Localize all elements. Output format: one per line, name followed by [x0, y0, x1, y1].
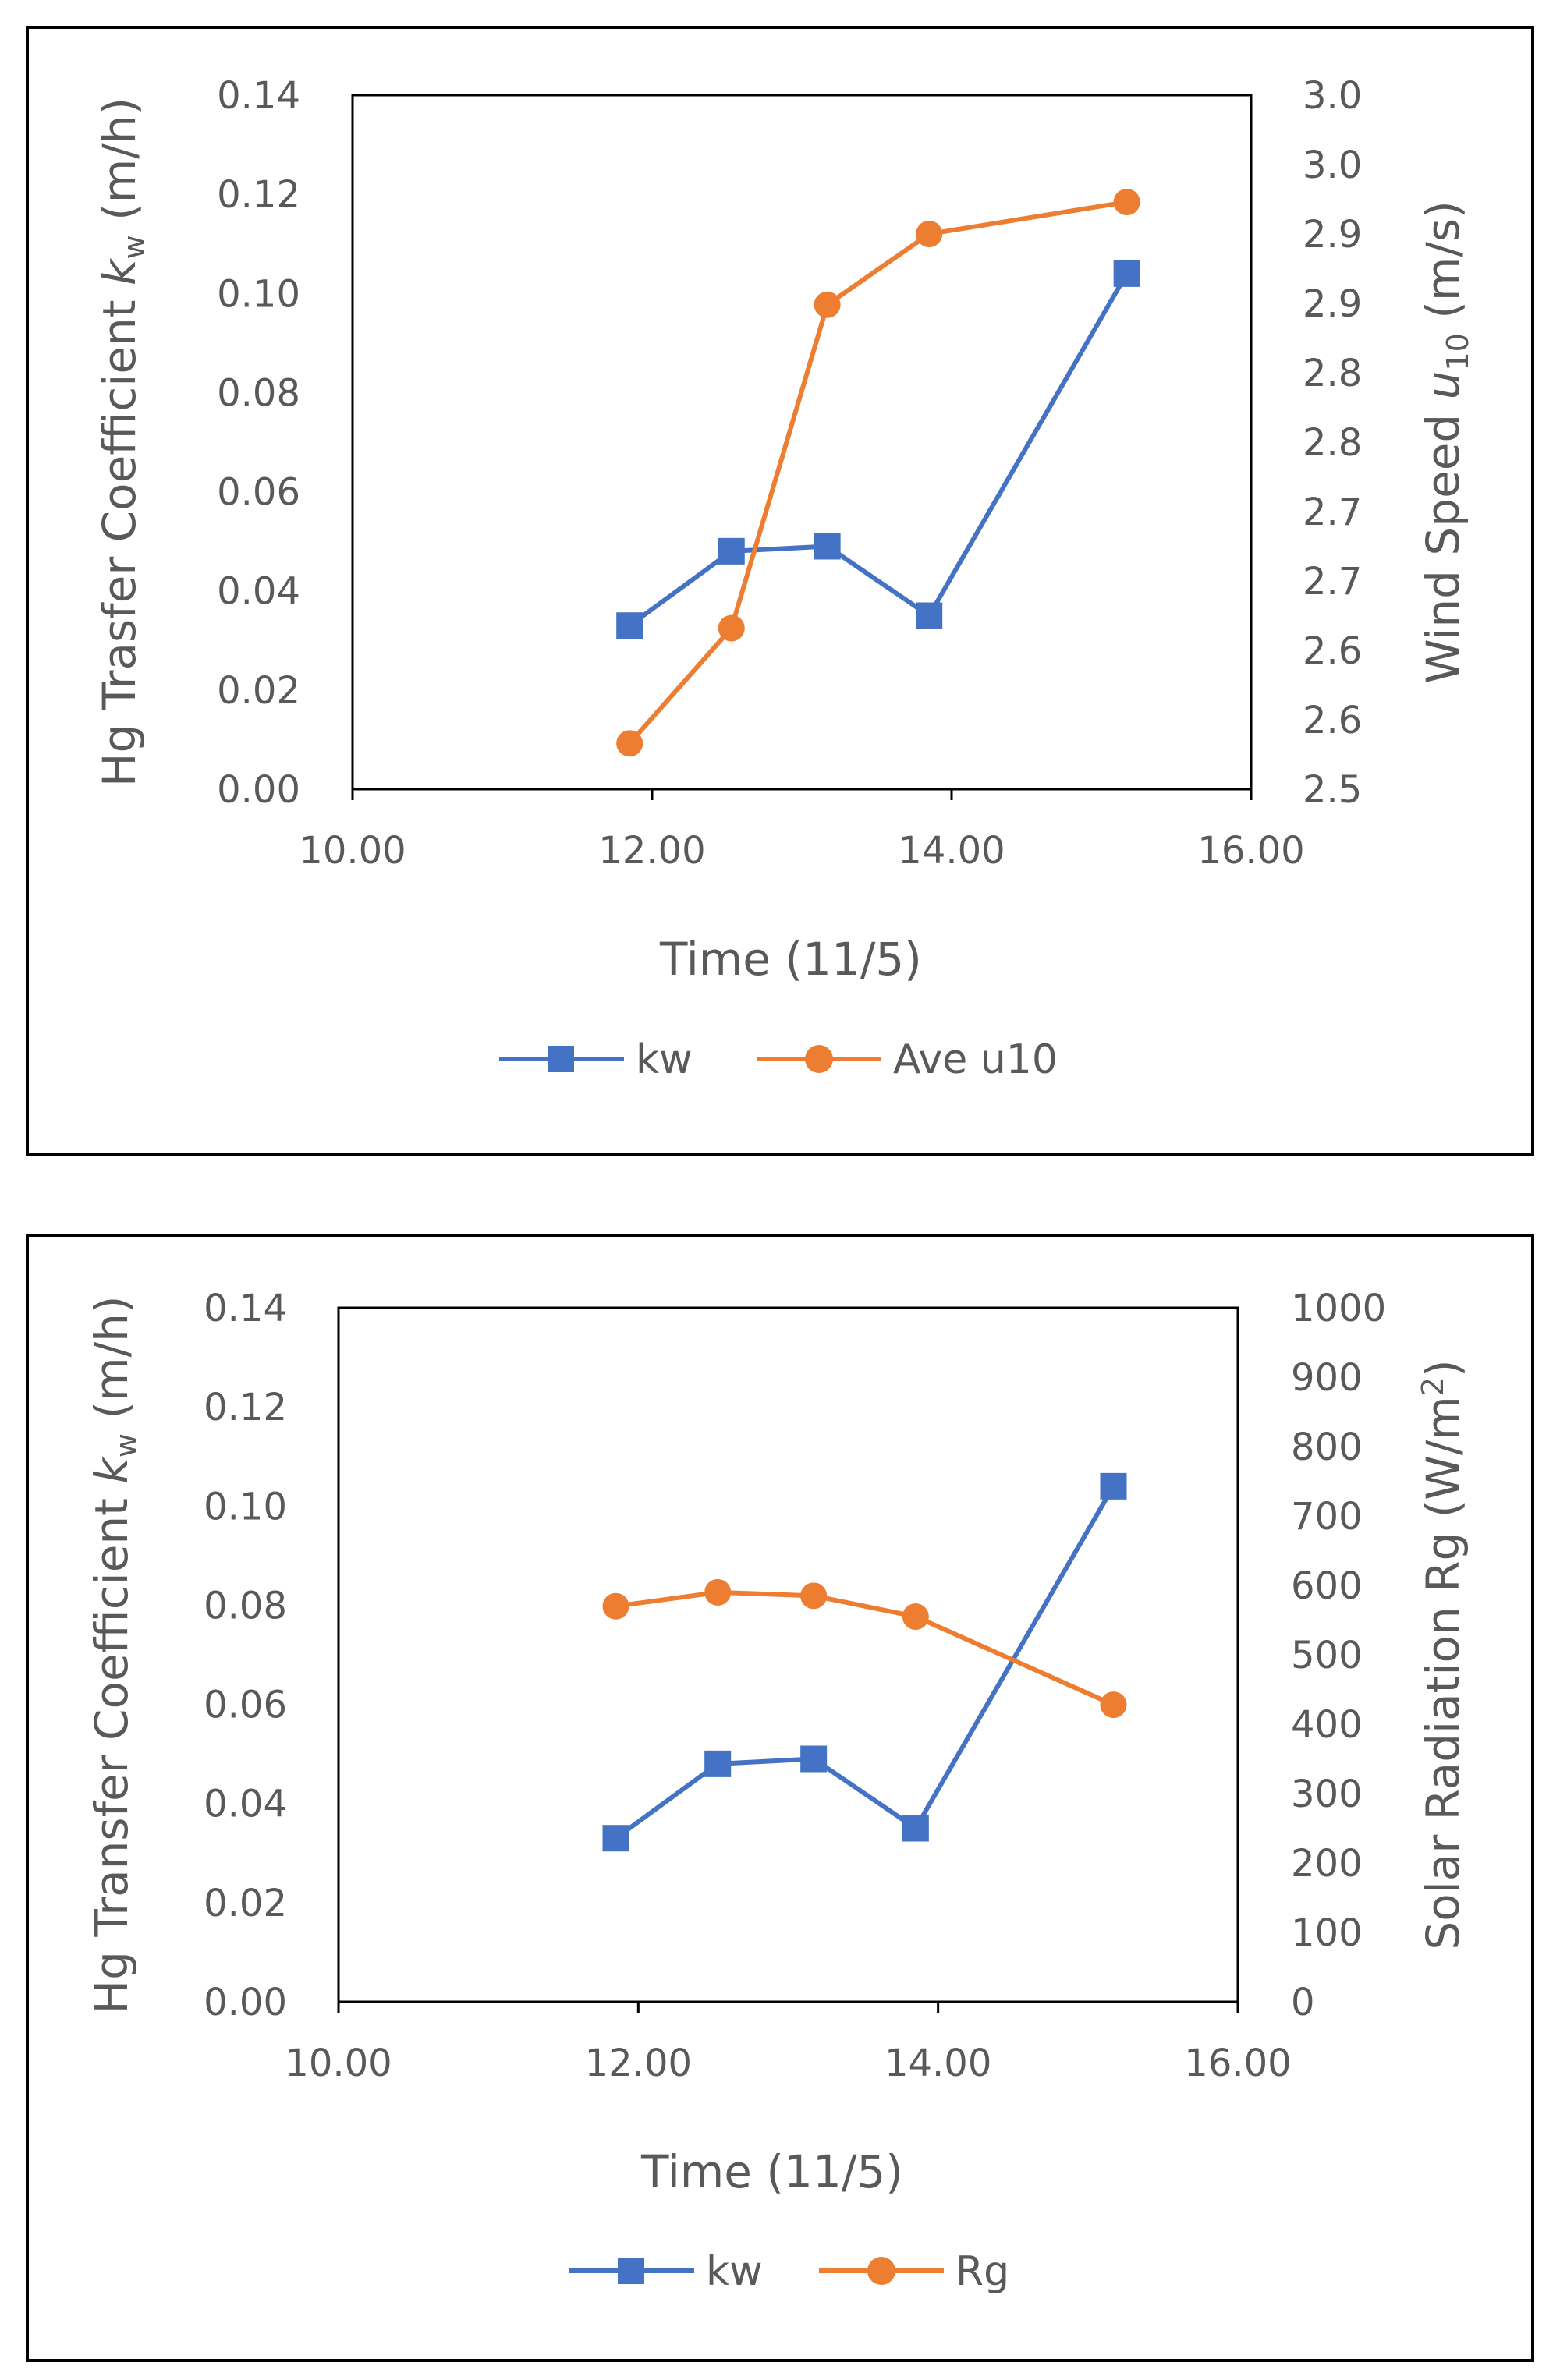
right-y-tick-label: 1000: [1291, 1287, 1386, 1330]
chart-1-plot-area: [351, 94, 1253, 791]
left-y-tick-label: 0.14: [204, 1287, 287, 1330]
point-rg-2: [800, 1582, 828, 1610]
point-rg-1: [704, 1578, 732, 1606]
left-y-tick-label: 0.00: [204, 1981, 287, 2024]
right-y-tick-label: 0: [1291, 1981, 1315, 2024]
chart-2-right-y-ticks: 0 100 200 300 400 500 600 700 800 900 1000: [1291, 1287, 1386, 2024]
right-y-tick-label: 900: [1291, 1356, 1363, 1400]
legend-kw-label: kw: [706, 2248, 763, 2295]
right-y-tick-label: 2.5: [1303, 768, 1362, 812]
left-y-tick-label: 0.12: [217, 173, 300, 217]
point-kw-1: [718, 537, 745, 565]
right-y-tick-label: 2.7: [1303, 491, 1362, 534]
legend-kw-marker: [618, 2258, 644, 2284]
chart-2-x-ticks: 10.00 12.00 14.00 16.00: [285, 2002, 1292, 2085]
x-tick-label: 14.00: [898, 829, 1005, 873]
x-tick-label: 16.00: [1197, 829, 1304, 873]
left-y-tick-label: 0.10: [204, 1485, 287, 1528]
chart-1-left-y-axis-title: Hg Trasfer Coefficient kw (m/h): [93, 97, 151, 787]
left-y-tick-label: 0.06: [204, 1684, 287, 1727]
right-y-tick-label: 2.8: [1303, 352, 1362, 395]
left-y-tick-label: 0.06: [217, 471, 300, 515]
chart-1-series: [616, 189, 1140, 757]
point-kw-4: [1113, 260, 1140, 287]
series-line-rg: [615, 1589, 1115, 1707]
legend-kw-marker: [548, 1046, 574, 1072]
chart-1-right-y-axis-title: Wind Speed u10 (m/s): [1416, 200, 1475, 684]
point-rg-0: [602, 1592, 629, 1620]
right-y-tick-label: 700: [1291, 1495, 1363, 1539]
right-y-tick-label: 300: [1291, 1773, 1363, 1816]
legend-rg-label: Rg: [956, 2248, 1009, 2295]
left-y-tick-label: 0.08: [217, 371, 300, 415]
chart-1-frame: [26, 26, 1534, 1156]
right-y-tick-label: 2.7: [1303, 560, 1362, 604]
chart-2-series: [602, 1472, 1127, 1852]
point-kw-1: [704, 1750, 732, 1777]
point-kw-0: [602, 1825, 629, 1852]
right-y-tick-label: 2.6: [1303, 629, 1362, 673]
x-tick-label: 12.00: [598, 829, 705, 873]
point-rg-3: [902, 1603, 929, 1631]
point-ave-u10-4: [1113, 189, 1140, 216]
point-rg-4: [1100, 1691, 1127, 1719]
legend-u10-marker: [805, 1045, 833, 1073]
left-y-tick-label: 0.04: [217, 570, 300, 614]
series-line-kw: [628, 272, 1129, 628]
chart-2-legend: kw Rg: [569, 2248, 1009, 2295]
point-ave-u10-0: [616, 730, 644, 757]
x-tick-label: 12.00: [585, 2042, 692, 2085]
left-y-tick-label: 0.02: [204, 1882, 287, 1925]
point-kw-4: [1100, 1472, 1127, 1500]
x-tick-label: 10.00: [299, 829, 406, 873]
chart-2-right-y-axis-title: Solar Radiation Rg (W/m2): [1416, 1359, 1470, 1950]
point-kw-0: [616, 612, 644, 639]
right-y-tick-label: 2.9: [1303, 282, 1362, 326]
right-y-tick-label: 400: [1291, 1703, 1363, 1747]
right-y-tick-label: 200: [1291, 1842, 1363, 1886]
chart-1-x-axis-title: Time (11/5): [659, 933, 922, 986]
left-y-tick-label: 0.12: [204, 1386, 287, 1429]
x-tick-label: 16.00: [1184, 2042, 1291, 2085]
chart-2-frame: [26, 1234, 1534, 2362]
chart-1-legend: kw Ave u10: [499, 1036, 1058, 1083]
left-y-tick-label: 0.08: [204, 1584, 287, 1627]
point-kw-3: [916, 602, 943, 629]
legend-kw-label: kw: [636, 1036, 693, 1083]
left-y-tick-label: 0.04: [204, 1783, 287, 1826]
point-ave-u10-3: [916, 221, 943, 247]
right-y-tick-label: 800: [1291, 1426, 1363, 1469]
point-kw-2: [814, 533, 841, 560]
right-y-tick-label: 500: [1291, 1634, 1363, 1677]
right-y-tick-label: 2.8: [1303, 421, 1362, 465]
left-y-tick-label: 0.00: [217, 768, 300, 812]
series-line-ave-u10: [627, 200, 1128, 746]
right-y-tick-label: 3.0: [1303, 74, 1362, 118]
left-y-tick-label: 0.02: [217, 669, 300, 713]
chart-2-x-axis-title: Time (11/5): [640, 2145, 903, 2198]
left-y-tick-label: 0.10: [217, 272, 300, 316]
point-kw-2: [800, 1745, 828, 1773]
right-y-tick-label: 100: [1291, 1911, 1363, 1955]
x-tick-label: 10.00: [285, 2042, 392, 2085]
point-ave-u10-2: [814, 291, 841, 318]
series-line-kw: [614, 1485, 1116, 1840]
chart-1-left-y-ticks: 0.00 0.02 0.04 0.06 0.08 0.10 0.12 0.14: [217, 74, 300, 812]
right-y-tick-label: 600: [1291, 1564, 1363, 1608]
x-tick-label: 14.00: [885, 2042, 991, 2085]
point-kw-3: [902, 1815, 929, 1842]
left-y-tick-label: 0.14: [217, 74, 300, 118]
right-y-tick-label: 3.0: [1303, 143, 1362, 187]
right-y-tick-label: 2.9: [1303, 213, 1362, 257]
legend-u10-label: Ave u10: [893, 1036, 1058, 1083]
legend-rg-marker: [867, 2257, 895, 2285]
chart-1-right-y-ticks: 2.5 2.6 2.6 2.7 2.7 2.8 2.8 2.9 2.9 3.0 3.0: [1303, 74, 1362, 812]
chart-1-x-ticks: 10.00 12.00 14.00 16.00: [299, 789, 1305, 873]
chart-2-left-y-ticks: 0.00 0.02 0.04 0.06 0.08 0.10 0.12 0.14: [204, 1287, 287, 2024]
chart-2-plot-area: [337, 1306, 1239, 2003]
chart-2-left-y-axis-title: Hg Transfer Coefficient kw (m/h): [85, 1295, 144, 2013]
point-ave-u10-1: [718, 614, 745, 642]
right-y-tick-label: 2.6: [1303, 699, 1362, 742]
